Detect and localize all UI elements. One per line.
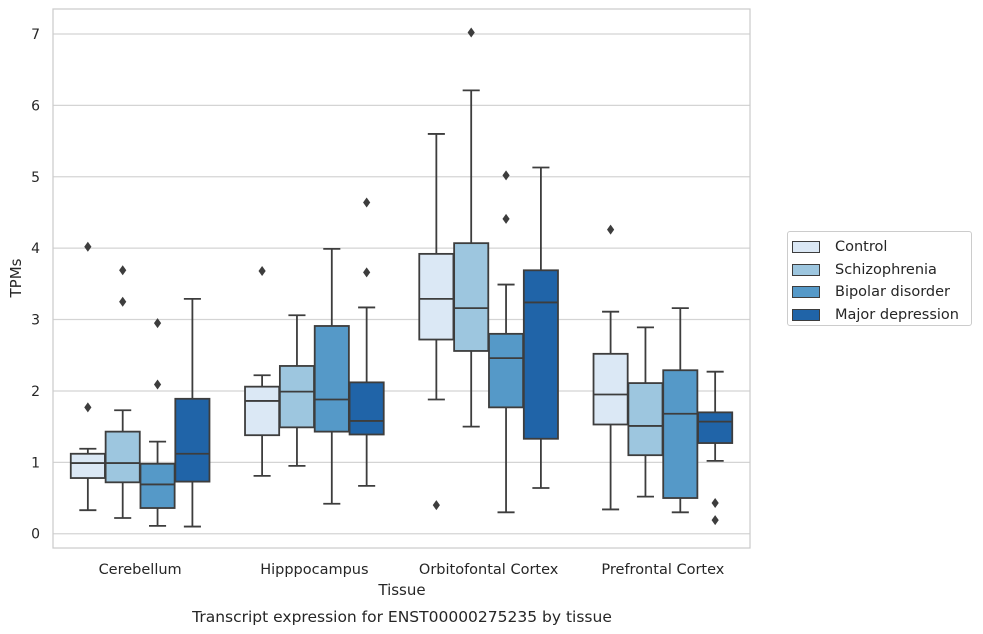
box-iqr — [662, 369, 699, 499]
outlier-point — [119, 265, 127, 276]
x-tick-label: Hipppocampus — [260, 562, 368, 578]
legend-item: Bipolar disorder — [792, 281, 971, 304]
y-tick-label: 7 — [31, 27, 40, 43]
legend-swatch — [792, 308, 820, 321]
y-tick-label: 3 — [31, 313, 40, 329]
legend-item: Major depression — [792, 304, 971, 327]
box-iqr — [104, 430, 141, 484]
y-tick-label: 0 — [31, 527, 40, 543]
x-tick-label: Orbitofontal Cortex — [419, 562, 559, 578]
legend-label: Major depression — [835, 306, 959, 323]
y-tick-label: 1 — [31, 455, 40, 471]
outlier-point — [711, 498, 719, 509]
box-plot-series — [69, 27, 734, 528]
legend-item: Schizophrenia — [792, 259, 971, 282]
outlier-point — [258, 266, 266, 277]
box-control — [244, 266, 281, 477]
x-tick-label: Prefrontal Cortex — [601, 562, 724, 578]
outlier-point — [153, 379, 162, 390]
box-iqr — [244, 385, 281, 437]
box-iqr — [348, 381, 385, 436]
legend-label: Bipolar disorder — [835, 284, 950, 301]
y-tick-label: 2 — [31, 384, 40, 400]
box-major-depression — [697, 370, 734, 526]
box-iqr — [522, 269, 559, 440]
legend-swatch — [792, 286, 820, 299]
outlier-point — [84, 241, 92, 252]
outlier-point — [363, 197, 371, 208]
legend-label: Control — [835, 239, 888, 256]
box-bipolar-disorder — [488, 170, 525, 514]
box-iqr — [592, 352, 629, 426]
x-axis-label: Tissue — [377, 581, 425, 599]
box-control — [418, 133, 455, 511]
legend-label: Schizophrenia — [835, 261, 937, 278]
box-iqr — [139, 462, 176, 509]
box-major-depression — [174, 297, 211, 528]
grid-lines — [53, 33, 750, 535]
outlier-point — [84, 402, 92, 413]
y-tick-label: 6 — [31, 98, 40, 114]
box-major-depression — [348, 197, 385, 487]
x-tick-label: Cerebellum — [99, 562, 182, 578]
legend-swatch — [792, 241, 820, 254]
box-iqr — [418, 252, 455, 341]
box-iqr — [278, 365, 315, 429]
outlier-point — [119, 296, 127, 307]
box-schizophrenia — [278, 314, 315, 467]
x-tick-labels: Cerebellum Hipppocampus Orbitofontal Corte… — [99, 562, 725, 578]
legend-item: Control — [792, 236, 971, 259]
box-schizophrenia — [453, 27, 490, 428]
legend-swatch — [792, 263, 820, 276]
box-iqr — [453, 242, 490, 352]
plot-area-frame — [52, 8, 751, 549]
box-iqr — [488, 332, 525, 409]
box-iqr — [627, 382, 664, 457]
box-bipolar-disorder — [139, 318, 176, 527]
box-iqr — [697, 411, 734, 444]
box-schizophrenia — [627, 326, 664, 498]
outlier-point — [607, 224, 615, 235]
chart-legend: Control Schizophrenia Bipolar disorder Majo… — [787, 231, 972, 326]
box-bipolar-disorder — [313, 247, 350, 505]
y-tick-labels: 0 1 2 3 4 5 6 7 — [31, 27, 40, 543]
box-control — [69, 241, 106, 512]
outlier-point — [153, 318, 162, 329]
box-major-depression — [522, 166, 559, 489]
box-iqr — [313, 325, 350, 433]
box-iqr — [174, 397, 211, 483]
box-control — [592, 224, 629, 511]
box-bipolar-disorder — [662, 307, 699, 514]
chart-caption: Transcript expression for ENST0000027523… — [191, 608, 612, 626]
outlier-point — [432, 500, 440, 511]
outlier-point — [502, 170, 510, 181]
outlier-point — [363, 267, 371, 278]
box-schizophrenia — [104, 265, 141, 519]
outlier-point — [467, 27, 475, 38]
box-iqr — [69, 452, 106, 479]
outlier-point — [502, 213, 510, 224]
y-tick-label: 5 — [31, 170, 40, 186]
y-tick-label: 4 — [31, 241, 40, 257]
outlier-point — [711, 515, 719, 526]
y-axis-label: TPMs — [7, 258, 25, 298]
